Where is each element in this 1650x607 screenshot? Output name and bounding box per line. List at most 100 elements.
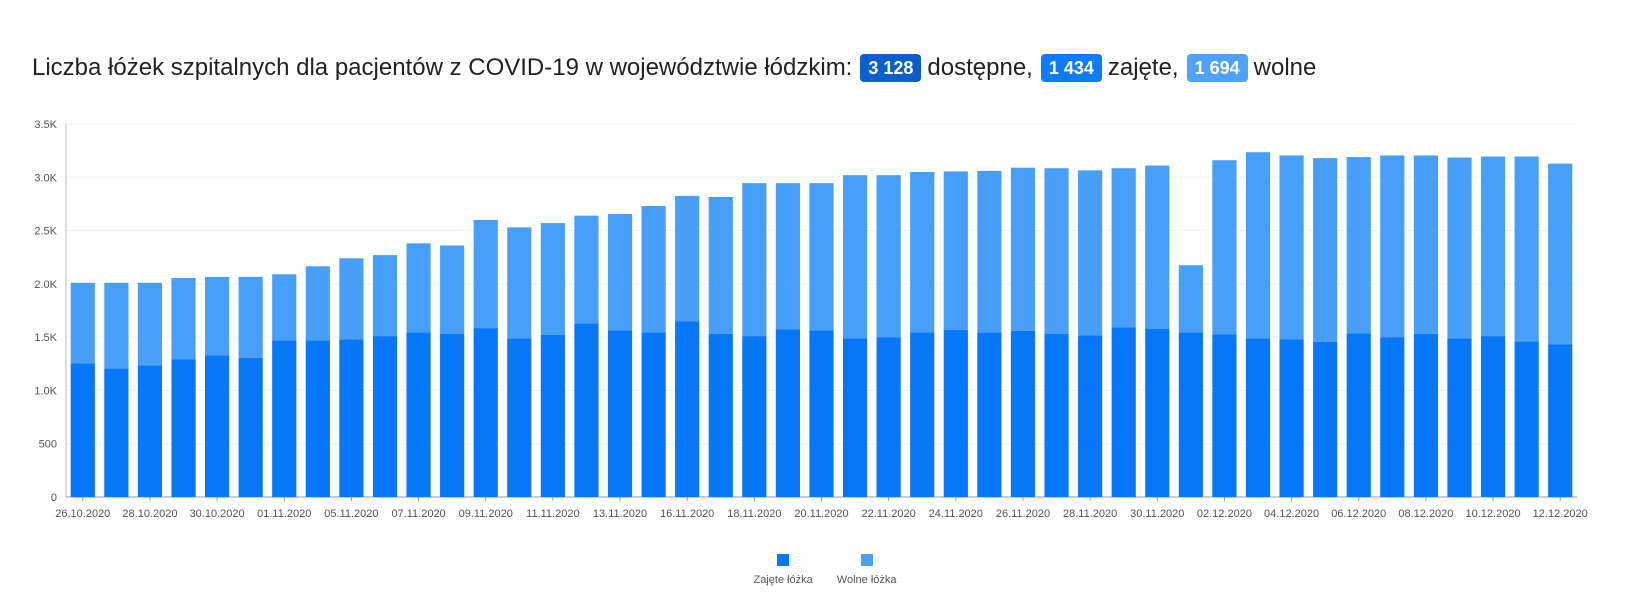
bar-occupied	[607, 330, 633, 497]
x-tick-label: 10.12.2020	[1466, 508, 1521, 520]
bar-free	[372, 255, 398, 337]
bar-free	[137, 282, 163, 366]
x-tick-label: 18.11.2020	[727, 508, 781, 520]
bar-free	[1010, 167, 1036, 331]
bar-free	[641, 206, 666, 333]
bar-free	[1413, 155, 1438, 334]
x-tick-label: 26.10.2020	[55, 508, 110, 520]
x-tick-label: 08.12.2020	[1398, 508, 1453, 520]
bar-occupied	[473, 328, 498, 497]
y-tick-label: 1.5K	[34, 332, 57, 344]
bar-free	[205, 276, 230, 356]
x-tick-label: 02.12.2020	[1197, 508, 1252, 520]
x-tick-label: 05.11.2020	[324, 508, 378, 520]
bar-occupied	[742, 336, 767, 497]
occupied-badge: 1 434	[1040, 54, 1102, 82]
bar-occupied	[1380, 337, 1405, 497]
bar-free	[1380, 155, 1405, 338]
x-tick-label: 04.12.2020	[1264, 508, 1319, 520]
x-tick-label: 12.12.2020	[1533, 508, 1588, 520]
bar-occupied	[1480, 336, 1506, 497]
bar-occupied	[1111, 327, 1136, 497]
bar-occupied	[1447, 338, 1472, 497]
bar-free	[943, 171, 968, 330]
bar-free	[1078, 170, 1103, 336]
y-tick-label: 500	[39, 439, 57, 451]
x-tick-label: 09.11.2020	[459, 508, 513, 520]
bar-free	[1447, 157, 1472, 339]
bar-free	[977, 170, 1002, 333]
free-label: wolne	[1253, 54, 1317, 81]
bar-occupied	[1514, 341, 1539, 497]
bar-occupied	[910, 332, 935, 497]
bar-free	[574, 215, 599, 324]
bar-free	[708, 197, 733, 334]
bar-free	[272, 274, 297, 341]
bar-occupied	[406, 332, 431, 497]
bar-occupied	[507, 338, 532, 497]
x-tick-label: 30.10.2020	[190, 508, 245, 520]
bar-occupied	[440, 333, 465, 497]
bar-occupied	[1044, 333, 1069, 497]
bar-occupied	[540, 335, 565, 497]
bar-occupied	[104, 368, 129, 497]
x-tick-label: 26.11.2020	[996, 508, 1050, 520]
bar-occupied	[238, 357, 263, 497]
bar-occupied	[775, 329, 801, 497]
bar-occupied	[339, 339, 364, 497]
bar-free	[842, 175, 868, 339]
bar-occupied	[272, 340, 297, 497]
x-tick-label: 28.11.2020	[1063, 508, 1117, 520]
chart-title: Liczba łóżek szpitalnych dla pacjentów z…	[32, 48, 1322, 88]
bar-occupied	[1346, 333, 1371, 497]
occupied-label: zajęte,	[1107, 54, 1179, 81]
bar-free	[1178, 265, 1203, 333]
bar-occupied	[641, 332, 666, 497]
available-label: dostępne,	[927, 54, 1033, 81]
bar-free	[910, 171, 935, 333]
bar-occupied	[842, 338, 868, 497]
bar-occupied	[1078, 335, 1103, 497]
bar-free	[1111, 168, 1136, 328]
bar-free	[742, 183, 767, 337]
legend-item-occupied[interactable]: Zajęte łóżka	[753, 554, 813, 586]
legend-item-free[interactable]: Wolne łóżka	[837, 554, 897, 586]
bar-free	[440, 245, 465, 334]
legend-swatch-free	[860, 554, 873, 566]
y-tick-label: 2.0K	[34, 279, 57, 291]
bar-free	[540, 223, 565, 336]
y-tick-label: 3.5K	[34, 119, 57, 131]
y-tick-label: 1.0K	[34, 385, 57, 397]
legend: Zajęte łóżka Wolne łóżka	[0, 554, 1650, 586]
bar-occupied	[1010, 330, 1036, 497]
title-text: Liczba łóżek szpitalnych dla pacjentów z…	[32, 54, 853, 81]
bar-free	[70, 282, 95, 364]
bar-free	[171, 277, 196, 360]
bar-free	[607, 214, 633, 331]
bar-free	[809, 183, 834, 331]
bar-free	[507, 227, 532, 339]
bar-occupied	[1279, 339, 1304, 497]
bar-occupied	[977, 332, 1002, 497]
legend-label-free: Wolne łóżka	[836, 574, 897, 586]
bar-occupied	[1413, 333, 1438, 497]
bar-occupied	[675, 321, 700, 497]
bar-occupied	[1145, 328, 1170, 497]
bar-free	[339, 258, 364, 340]
y-tick-label: 3.0K	[34, 172, 57, 184]
bar-free	[876, 175, 901, 338]
x-tick-label: 07.11.2020	[391, 508, 445, 520]
bar-occupied	[876, 337, 901, 497]
bar-free	[104, 282, 129, 369]
bar-occupied	[305, 340, 330, 497]
bar-free	[775, 183, 801, 330]
bar-free	[1313, 158, 1338, 342]
bar-occupied	[171, 359, 196, 497]
bar-free	[1212, 160, 1237, 335]
bar-free	[1346, 157, 1371, 334]
legend-label-occupied: Zajęte łóżka	[753, 574, 813, 586]
bar-occupied	[1178, 332, 1203, 497]
bar-free	[305, 266, 330, 341]
bar-occupied	[809, 330, 834, 497]
bar-occupied	[1212, 334, 1237, 497]
